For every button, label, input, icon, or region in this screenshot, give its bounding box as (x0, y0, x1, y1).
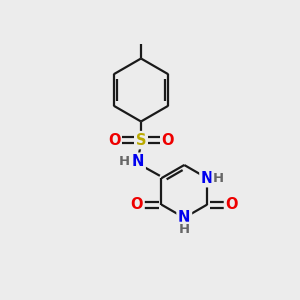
Text: H: H (119, 155, 130, 168)
Text: H: H (213, 172, 224, 185)
Text: N: N (201, 171, 213, 186)
Text: N: N (178, 210, 190, 225)
Text: S: S (136, 133, 146, 148)
Text: O: O (108, 133, 120, 148)
Text: O: O (226, 197, 238, 212)
Text: O: O (162, 133, 174, 148)
Text: N: N (132, 154, 144, 169)
Text: H: H (179, 223, 190, 236)
Text: O: O (130, 197, 143, 212)
